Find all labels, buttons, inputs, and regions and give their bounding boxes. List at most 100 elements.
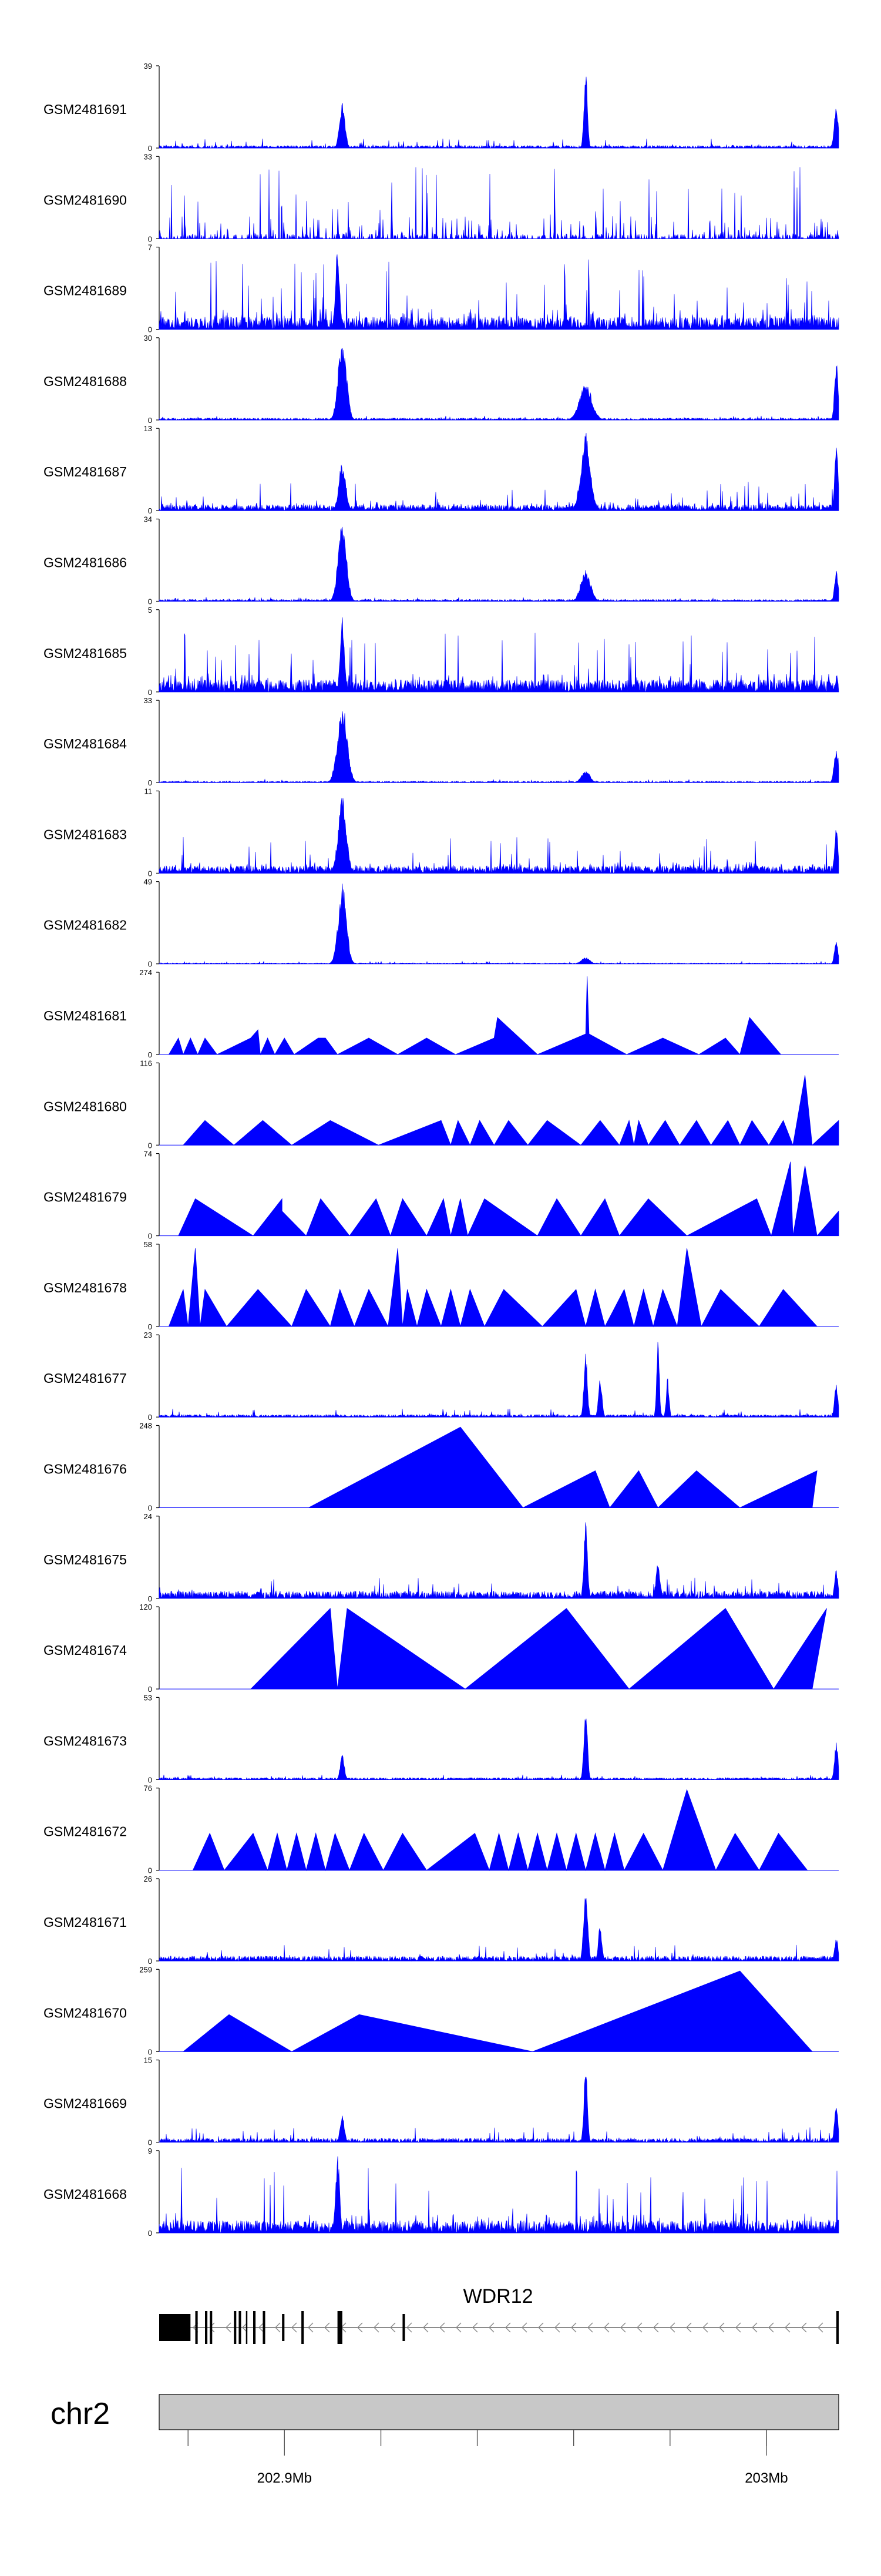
coverage-area	[159, 617, 839, 693]
chromosome-band	[159, 2394, 839, 2430]
track-GSM2481689: GSM2481689 7 0	[43, 243, 839, 334]
y-tick-label-zero: 0	[148, 1866, 152, 1875]
y-tick-label-zero: 0	[148, 2047, 152, 2056]
y-tick-label-zero: 0	[148, 144, 152, 153]
coverage-area	[159, 348, 839, 421]
y-tick-label-zero: 0	[148, 1413, 152, 1422]
track-GSM2481680: GSM2481680 116 0	[43, 1059, 839, 1150]
track-label: GSM2481679	[43, 1190, 127, 1205]
y-tick-label-max: 13	[144, 424, 152, 433]
strand-arrow-icon	[818, 2322, 823, 2333]
strand-arrow-icon	[670, 2322, 675, 2333]
track-label: GSM2481680	[43, 1099, 127, 1114]
exon	[282, 2314, 285, 2341]
y-tick-label-max: 74	[144, 1150, 152, 1158]
y-tick-label-max: 30	[144, 334, 152, 342]
coverage-area	[168, 1248, 818, 1328]
strand-arrow-icon	[587, 2322, 593, 2333]
y-tick-label-zero: 0	[148, 416, 152, 425]
y-tick-label-zero: 0	[148, 325, 152, 334]
track-GSM2481687: GSM2481687 13 0	[43, 424, 839, 515]
exon	[210, 2311, 213, 2344]
y-tick-label-max: 116	[140, 1059, 152, 1067]
track-GSM2481690: GSM2481690 33 0	[43, 152, 839, 243]
strand-arrow-icon	[489, 2322, 495, 2333]
track-GSM2481683: GSM2481683 11 0	[43, 787, 839, 878]
exon	[337, 2311, 342, 2344]
coverage-area	[159, 1522, 839, 1599]
exon	[159, 2314, 191, 2341]
strand-arrow-icon	[702, 2322, 708, 2333]
y-tick-label-zero: 0	[148, 688, 152, 697]
track-label: GSM2481669	[43, 2096, 127, 2111]
strand-arrow-icon	[522, 2322, 527, 2333]
strand-arrow-icon	[571, 2322, 577, 2333]
coverage-area	[159, 2156, 839, 2234]
coverage-area	[159, 1898, 839, 1962]
track-label: GSM2481683	[43, 827, 127, 842]
coverage-area	[159, 711, 839, 783]
y-tick-label-max: 9	[148, 2147, 152, 2155]
strand-arrow-icon	[423, 2322, 429, 2333]
track-GSM2481684: GSM2481684 33 0	[43, 696, 839, 787]
y-tick-label-zero: 0	[148, 1685, 152, 1694]
track-label: GSM2481686	[43, 555, 127, 570]
y-tick-label-max: 33	[144, 696, 152, 705]
track-GSM2481691: GSM2481691 39 0	[43, 62, 839, 153]
strand-arrow-icon	[801, 2322, 807, 2333]
track-label: GSM2481668	[43, 2187, 127, 2202]
strand-arrow-icon	[374, 2322, 379, 2333]
strand-arrow-icon	[505, 2322, 511, 2333]
exon	[195, 2311, 198, 2344]
exon	[246, 2311, 248, 2344]
coverage-area	[192, 1789, 808, 1872]
track-label: GSM2481675	[43, 1552, 127, 1567]
y-tick-label-max: 39	[144, 62, 152, 70]
track-GSM2481679: GSM2481679 74 0	[43, 1150, 839, 1241]
coverage-area	[250, 1608, 827, 1690]
track-GSM2481686: GSM2481686 34 0	[43, 515, 839, 606]
track-label: GSM2481674	[43, 1643, 127, 1658]
strand-arrow-icon	[209, 2322, 215, 2333]
strand-arrow-icon	[620, 2322, 626, 2333]
y-tick-label-zero: 0	[148, 778, 152, 787]
strand-arrow-icon	[291, 2322, 297, 2333]
track-label: GSM2481685	[43, 646, 127, 661]
y-tick-label-zero: 0	[148, 597, 152, 606]
track-GSM2481675: GSM2481675 24 0	[43, 1512, 839, 1603]
axis-tick-label: 202.9Mb	[257, 2470, 312, 2486]
y-tick-label-zero: 0	[148, 234, 152, 243]
exon	[301, 2311, 304, 2344]
coverage-area	[159, 2077, 839, 2143]
y-tick-label-zero: 0	[148, 506, 152, 515]
strand-arrow-icon	[554, 2322, 560, 2333]
coverage-area	[159, 1342, 839, 1418]
coverage-area	[159, 884, 839, 965]
strand-arrow-icon	[357, 2322, 363, 2333]
track-label: GSM2481682	[43, 918, 127, 933]
coverage-area	[159, 167, 839, 240]
track-GSM2481669: GSM2481669 15 0	[43, 2056, 839, 2147]
gene-name-label: WDR12	[463, 2285, 533, 2308]
coverage-area	[308, 1426, 818, 1509]
y-tick-label-max: 248	[139, 1422, 152, 1430]
track-label: GSM2481677	[43, 1371, 127, 1386]
strand-arrow-icon	[308, 2322, 314, 2333]
coverage-area	[178, 1161, 839, 1237]
coverage-area	[159, 254, 839, 330]
coverage-tracks: GSM2481691390GSM2481690330GSM248168970GS…	[43, 62, 839, 2238]
y-tick-label-max: 11	[144, 787, 153, 795]
strand-arrow-icon	[456, 2322, 462, 2333]
strand-arrow-icon	[752, 2322, 758, 2333]
coverage-area	[159, 76, 839, 149]
track-GSM2481670: GSM2481670 259 0	[43, 1965, 839, 2056]
track-label: GSM2481671	[43, 1915, 127, 1930]
strand-arrow-icon	[785, 2322, 791, 2333]
exon	[234, 2311, 237, 2344]
strand-arrow-icon	[768, 2322, 774, 2333]
y-tick-label-zero: 0	[148, 869, 152, 878]
strand-arrow-icon	[686, 2322, 692, 2333]
track-GSM2481676: GSM2481676 248 0	[43, 1422, 839, 1513]
